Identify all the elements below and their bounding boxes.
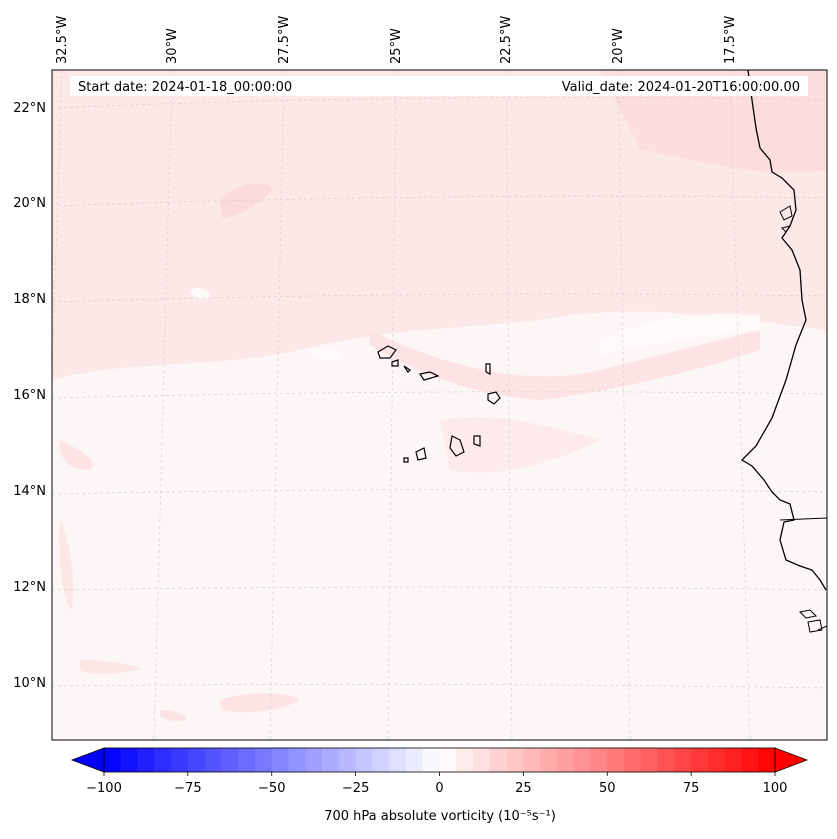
- colorbar-cell: [489, 748, 508, 772]
- colorbar: −100 −75 −50 −25 0 25 50 75 100 700 hPa absolute…: [70, 747, 809, 824]
- colorbar-cell: [707, 748, 726, 772]
- colorbar-cell: [221, 748, 239, 772]
- colorbar-cell: [724, 748, 742, 772]
- colorbar-cell: [187, 748, 206, 772]
- colorbar-cell: [590, 748, 608, 772]
- lat-label: 10°N: [13, 676, 46, 691]
- colorbar-cell: [624, 748, 642, 772]
- colorbar-cell: [405, 748, 424, 772]
- colorbar-cell: [607, 748, 625, 772]
- colorbar-label: 700 hPa absolute vorticity (10⁻⁵s⁻¹): [324, 809, 556, 824]
- colorbar-cell: [758, 748, 776, 772]
- lon-label: 25°W: [389, 28, 404, 64]
- colorbar-cell: [640, 748, 659, 772]
- longitude-labels: 32.5°W 30°W 27.5°W 25°W 22.5°W 20°W 17.5…: [55, 16, 738, 64]
- colorbar-cell: [523, 748, 541, 772]
- colorbar-cell: [456, 748, 474, 772]
- lon-label: 30°W: [165, 28, 180, 64]
- colorbar-cell: [271, 748, 290, 772]
- valid-date-label: Valid_date: 2024-01-20T16:00:00.00: [562, 80, 800, 95]
- map-panel: Start date: 2024-01-18_00:00:00 Valid_da…: [52, 70, 827, 740]
- start-date-label: Start date: 2024-01-18_00:00:00: [78, 80, 292, 95]
- lon-label: 22.5°W: [499, 16, 514, 64]
- colorbar-cell: [674, 748, 692, 772]
- lat-label: 18°N: [13, 292, 46, 307]
- colorbar-tick-label: −100: [86, 781, 122, 796]
- colorbar-cell: [305, 748, 323, 772]
- colorbar-cell: [254, 748, 273, 772]
- gambia-river: [779, 517, 827, 521]
- lon-label: 17.5°W: [723, 16, 738, 64]
- colorbar-cell: [137, 748, 155, 772]
- lon-label: 27.5°W: [277, 16, 292, 64]
- colorbar-tick-label: 50: [599, 781, 616, 796]
- latitude-labels: 22°N 20°N 18°N 16°N 14°N 12°N 10°N: [13, 101, 46, 691]
- colorbar-cell: [120, 748, 139, 772]
- colorbar-extend-high: [774, 747, 809, 773]
- colorbar-cell: [422, 748, 440, 772]
- colorbar-cell: [741, 748, 759, 772]
- west-africa-coastline: [740, 70, 827, 591]
- colorbar-tick-label: 25: [515, 781, 532, 796]
- colorbar-tick-label: 0: [435, 781, 443, 796]
- colorbar-cell: [288, 748, 306, 772]
- colorbar-cell: [540, 748, 558, 772]
- colorbar-tick-label: −75: [174, 781, 201, 796]
- colorbar-cells: [104, 748, 776, 772]
- guinea-bissau-islands: [798, 609, 827, 633]
- colorbar-cell: [204, 748, 222, 772]
- lat-label: 22°N: [13, 101, 46, 116]
- colorbar-cell: [104, 748, 122, 772]
- lon-label: 20°W: [611, 28, 626, 64]
- colorbar-cell: [691, 748, 709, 772]
- colorbar-cell: [473, 748, 491, 772]
- lat-label: 16°N: [13, 388, 46, 403]
- colorbar-cell: [238, 748, 256, 772]
- colorbar-tick-label: −50: [258, 781, 285, 796]
- date-header-box: [70, 76, 808, 96]
- colorbar-cell: [657, 748, 675, 772]
- colorbar-cell: [171, 748, 189, 772]
- colorbar-cell: [154, 748, 172, 772]
- cape-verde-islands: [377, 345, 501, 463]
- colorbar-tick-label: 75: [683, 781, 700, 796]
- africa-inlet-north: [779, 205, 793, 233]
- colorbar-cell: [322, 748, 340, 772]
- map-frame: [51, 69, 828, 741]
- colorbar-cell: [439, 748, 457, 772]
- lat-label: 14°N: [13, 484, 46, 499]
- colorbar-cell: [506, 748, 524, 772]
- lat-label: 20°N: [13, 196, 46, 211]
- lon-label: 32.5°W: [55, 16, 70, 64]
- colorbar-extend-low: [70, 747, 105, 773]
- gridlines: [52, 70, 827, 740]
- lat-label: 12°N: [13, 580, 46, 595]
- colorbar-cell: [372, 748, 390, 772]
- colorbar-ticks: −100 −75 −50 −25 0 25 50 75 100: [86, 772, 787, 796]
- colorbar-cell: [355, 748, 373, 772]
- colorbar-tick-label: −25: [342, 781, 369, 796]
- colorbar-cell: [573, 748, 591, 772]
- colorbar-cell: [338, 748, 357, 772]
- colorbar-cell: [556, 748, 575, 772]
- colorbar-tick-label: 100: [763, 781, 788, 796]
- colorbar-cell: [389, 748, 407, 772]
